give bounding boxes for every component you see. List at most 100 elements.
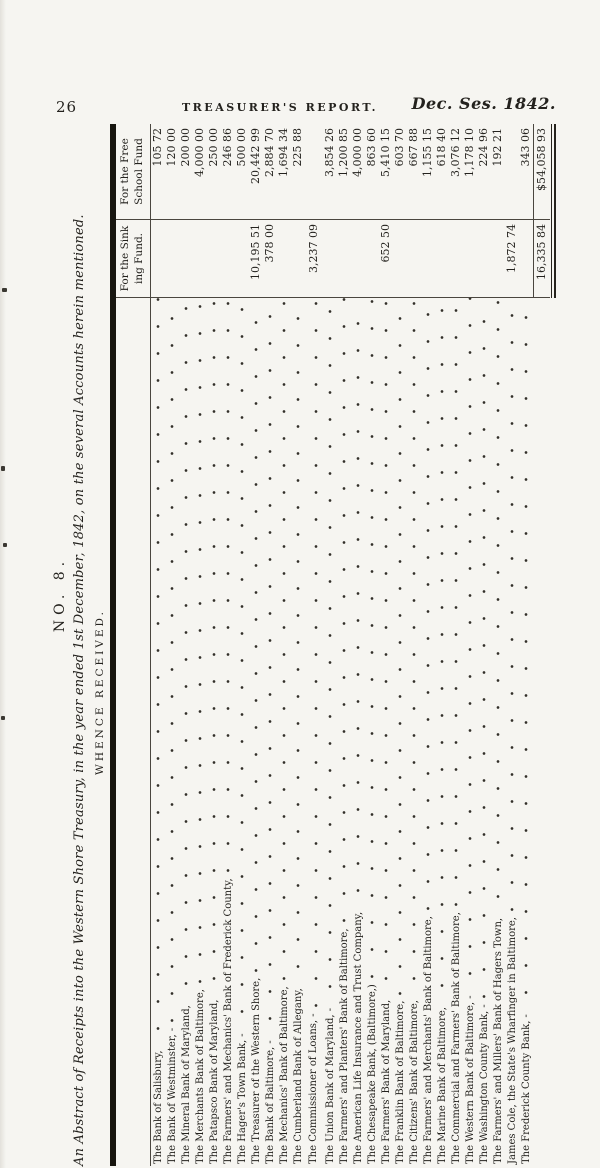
whence-cell: The Commercial and Farmers' Bank of Balt… — [449, 298, 463, 1166]
table-row: The Patapsco Bank of Maryland, 250 00 — [207, 124, 221, 1166]
dot-leader — [263, 298, 277, 1035]
payer-name: James Cole, the State's Wharfinger in Ba… — [506, 917, 518, 1164]
whence-cell: The Mechanics' Bank of Baltimore, — [277, 298, 291, 1166]
table-row: The Union Bank of Maryland, - 3,854 26 — [323, 124, 337, 1166]
school-fund-amount: 105 72 — [151, 124, 165, 220]
dot-leader — [491, 298, 505, 912]
school-fund-amount: 863 60 — [365, 124, 379, 220]
payer-name: The Mechanics' Bank of Baltimore, — [278, 986, 290, 1164]
whence-cell: The Commissioner of Loans, - — [305, 298, 323, 1166]
table-row: The American Life Insurance and Trust Co… — [351, 124, 365, 1166]
whence-cell: The Western Bank of Baltimore, - — [463, 298, 477, 1166]
school-fund-amount: 200 00 — [179, 124, 193, 220]
dot-leader — [407, 298, 421, 995]
payer-name: The Treasurer of the Western Shore, — [250, 977, 262, 1164]
whence-received-header: WHENCE RECEIVED. — [94, 609, 106, 775]
dot-leader — [323, 298, 337, 1002]
payer-name: The Commissioner of Loans, - — [308, 1013, 319, 1164]
whence-cell: The Chesapeake Bank, (Baltimore,) — [365, 298, 379, 1166]
payer-name: The American Life Insurance and Trust Co… — [352, 911, 364, 1164]
table-row: The Western Bank of Baltimore, - 1,178 1… — [463, 124, 477, 1166]
sinking-fund-amount: 10,195 51 — [249, 220, 263, 298]
whence-cell: The American Life Insurance and Trust Co… — [351, 298, 365, 1166]
sinking-fund-amount: 1,872 74 — [505, 220, 519, 298]
dot-leader — [221, 298, 235, 873]
whence-cell: The Farmers' and Mechanics' Bank of Fred… — [221, 298, 235, 1166]
sinking-fund-amount — [277, 220, 291, 298]
table-row: The Farmers' and Merchants' Bank of Balt… — [421, 124, 435, 1166]
sinking-fund-amount — [221, 220, 235, 298]
report-title: TREASURER'S REPORT. — [181, 101, 379, 114]
table-row: The Washington County Bank, - 224 96 — [477, 124, 491, 1166]
receipts-table: For the Sink ing Fund. For the Free Scho… — [110, 124, 556, 1166]
whence-cell: The Merchants Bank of Baltimore, — [193, 298, 207, 1166]
school-fund-amount: 4,000 00 — [193, 124, 207, 220]
sinking-fund-amount — [193, 220, 207, 298]
dot-leader — [165, 298, 179, 1022]
whence-cell: The Farmers' Bank of Maryland, — [379, 298, 393, 1166]
payer-name: The Washington County Bank, - — [478, 1004, 490, 1164]
school-fund-column-header: For the Free School Fund — [116, 124, 150, 220]
dot-leader — [179, 298, 193, 1000]
scan-artifact — [1, 466, 5, 471]
scan-artifact — [2, 288, 7, 292]
payer-name: The Bank of Salisbury, — [152, 1050, 164, 1164]
school-fund-amount: 3,854 26 — [323, 124, 337, 220]
school-fund-amount: 500 00 — [235, 124, 249, 220]
sinking-fund-amount — [365, 220, 379, 298]
payer-name: The Farmers' Bank of Maryland, — [380, 999, 392, 1164]
sinking-fund-amount — [337, 220, 351, 298]
payer-name: The Union Bank of Maryland, - — [324, 1007, 336, 1164]
table-row: The Marine Bank of Baltimore, 618 40 — [435, 124, 449, 1166]
whence-cell: The Cumberland Bank of Allegany, — [291, 298, 305, 1166]
school-fund-amount: 1,200 85 — [337, 124, 351, 220]
sinking-fund-amount: 652 50 — [379, 220, 393, 298]
school-fund-amount: 192 21 — [491, 124, 505, 220]
payer-name: The Marine Bank of Baltimore, — [436, 1007, 448, 1164]
whence-cell: The Union Bank of Maryland, - — [323, 298, 337, 1166]
running-head: 26 TREASURER'S REPORT. Dec. Ses. 1842. — [0, 92, 600, 124]
dot-leader — [393, 298, 407, 995]
dot-leader — [291, 298, 305, 983]
payer-name: The Western Bank of Baltimore, - — [464, 995, 476, 1164]
closing-double-rule — [551, 124, 556, 298]
payer-name: The Commercial and Farmers' Bank of Balt… — [450, 912, 462, 1164]
dot-leader — [277, 298, 291, 981]
whence-cell: The Washington County Bank, - — [477, 298, 491, 1166]
school-fund-amount: 5,410 15 — [379, 124, 393, 220]
table-row: The Farmers' and Millers' Bank of Hagers… — [491, 124, 505, 1166]
school-fund-amount: 1,155 15 — [421, 124, 435, 220]
whence-cell: The Hager's Town Bank, - — [235, 298, 249, 1166]
sinking-fund-amount — [351, 220, 365, 298]
school-fund-total: $54,058 93 — [533, 124, 550, 220]
payer-name: The Merchants Bank of Baltimore, — [194, 989, 206, 1164]
school-fund-amount: 250 00 — [207, 124, 221, 220]
school-fund-amount: 4,000 00 — [351, 124, 365, 220]
sinking-fund-amount — [151, 220, 165, 298]
dot-leader — [207, 298, 221, 994]
totals-row: 16,335 84 $54,058 93 — [533, 124, 550, 1166]
dot-leader — [151, 298, 165, 1045]
sinking-fund-amount — [323, 220, 337, 298]
table-row: The Treasurer of the Western Shore, 10,1… — [249, 124, 263, 1166]
table-row: The Bank of Baltimore, - 378 00 2,884 70 — [263, 124, 277, 1166]
whence-cell: The Bank of Baltimore, - — [263, 298, 277, 1166]
table-row: The Commissioner of Loans, - 3,237 09 — [305, 124, 323, 1166]
school-fund-amount: 225 88 — [291, 124, 305, 220]
school-fund-amount — [505, 124, 519, 220]
dot-leader — [519, 298, 533, 1009]
payer-name: The Farmers' and Mechanics' Bank of Fred… — [222, 878, 234, 1164]
table-row: The Mineral Bank of Maryland, 200 00 — [179, 124, 193, 1166]
table-row: James Cole, the State's Wharfinger in Ba… — [505, 124, 519, 1166]
table-row: The Farmers' and Planters' Bank of Balti… — [337, 124, 351, 1166]
payer-name: The Frederick County Bank, - — [520, 1014, 532, 1164]
school-fund-amount: 120 00 — [165, 124, 179, 220]
whence-cell: The Citizens' Bank of Baltimore, — [407, 298, 421, 1166]
totals-label-cell — [533, 298, 547, 1166]
payer-name: The Bank of Baltimore, - — [264, 1040, 276, 1164]
page-number: 26 — [56, 98, 78, 116]
dot-leader — [477, 298, 491, 999]
sinking-fund-column-header: For the Sink ing Fund. — [116, 220, 150, 298]
table-row: The Citizens' Bank of Baltimore, 667 88 — [407, 124, 421, 1166]
sinking-fund-amount — [435, 220, 449, 298]
